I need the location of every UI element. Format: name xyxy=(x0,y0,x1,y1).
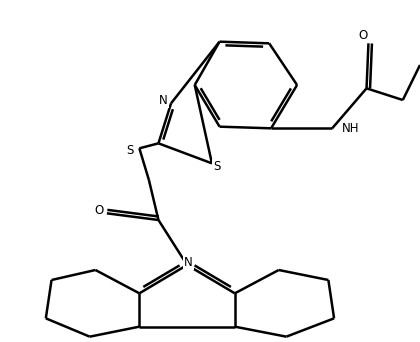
Text: S: S xyxy=(213,160,221,173)
Text: NH: NH xyxy=(342,122,360,135)
Text: N: N xyxy=(184,255,192,268)
Text: O: O xyxy=(94,204,104,217)
Text: S: S xyxy=(127,144,134,157)
Text: N: N xyxy=(159,94,168,107)
Text: O: O xyxy=(359,29,368,42)
